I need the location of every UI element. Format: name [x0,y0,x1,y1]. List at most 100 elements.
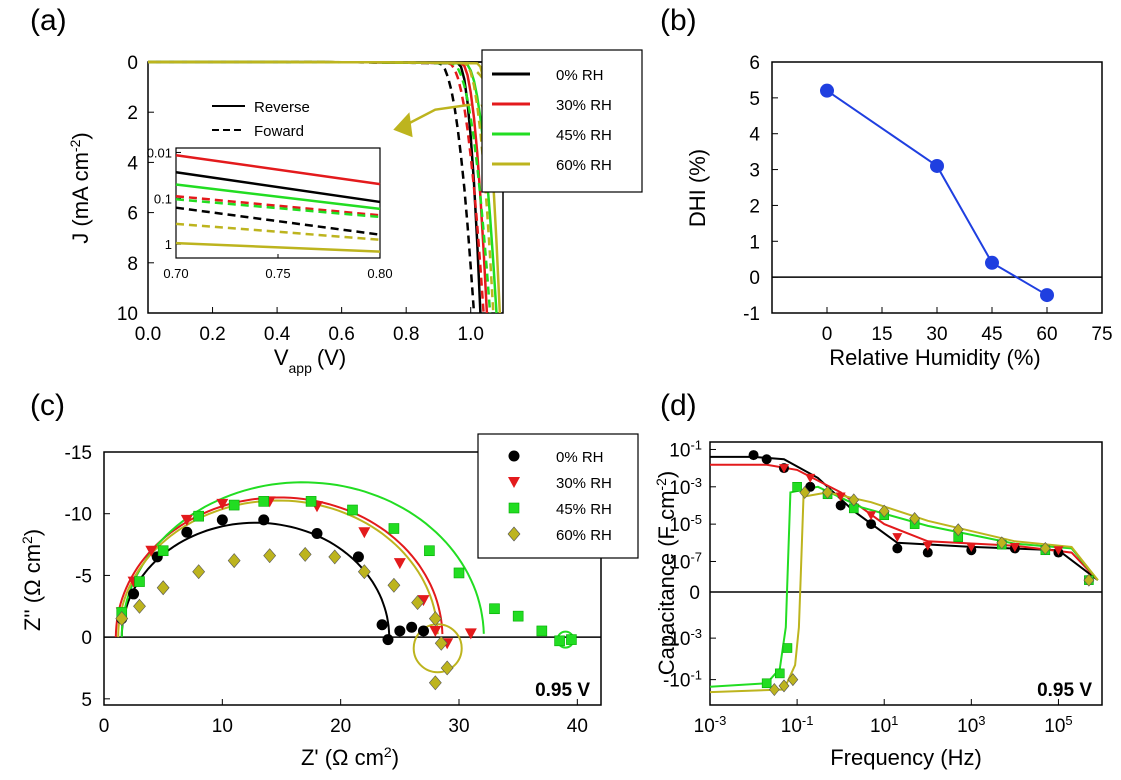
data-point-3 [428,675,442,691]
y-tick-label: -15 [65,443,92,464]
x-tick-label: 0.2 [199,324,225,345]
y-tick-exp: -3 [690,626,702,641]
y-tick-label: 6 [749,53,760,74]
data-point-1 [835,492,846,502]
data-point-2 [489,603,500,615]
data-point-2 [512,610,524,622]
x-tick-exp: 3 [978,713,985,728]
x-tick-label: 75 [1091,324,1112,345]
fit-group [114,481,575,674]
x-tick-label: 10-1 [781,713,814,738]
y-axis-label-main: J (mA cm [68,152,93,244]
y-tick-base: -10 [663,671,690,692]
data-point-1 [145,545,158,557]
y-axis-label-main: Capacitance (F cm [654,491,679,676]
inset-curve-0 [175,153,381,186]
x-tick-label: 10-3 [694,713,727,738]
x-axis-label-sub: app [289,360,313,376]
y-tick-label: 4 [127,153,138,174]
x-tick-label: 10 [212,716,233,737]
data-point-3 [878,504,890,518]
x-axis-label-main: V [274,345,289,370]
y-tick-label: -10 [65,505,92,526]
jv-curve-7 [148,60,495,314]
data-point-1 [805,473,816,483]
legend-marker [508,502,520,514]
data-point-2 [761,678,772,689]
data-point-3 [428,611,442,627]
legend-label: 45% RH [556,501,612,518]
x-tick-label: 0 [99,716,110,737]
x-tick-exp: 5 [1065,713,1072,728]
x-tick-label: 45 [981,324,1002,345]
data-point-1 [417,595,430,607]
data-point-0 [382,634,394,646]
y-tick-exp: -7 [690,549,702,564]
y-tick-base: 10 [669,440,690,461]
x-axis-label-main: Z' (Ω cm [301,745,384,770]
data-point-0 [128,588,140,600]
inset-curve-4 [175,198,381,219]
y-tick-base: 10 [669,552,690,573]
data-point-3 [263,548,277,564]
y-tick-label: 5 [81,690,92,711]
y-tick-zero: 0 [689,583,700,604]
y-axis-label: J (mA cm-2) [67,132,93,243]
data-point-1 [1009,542,1020,552]
data-point-3 [115,611,129,627]
data-point-1 [866,511,877,521]
data-point-1 [429,625,442,637]
data-point-3 [156,580,170,596]
hysteresis-arrowhead-reverse [393,112,413,138]
x-axis-label: Frequency (Hz) [830,745,982,770]
legend-label: 0% RH [556,449,604,466]
data-point-2 [424,545,435,557]
y-axis-label-sup: -2 [67,139,83,152]
data-point-2 [554,635,565,647]
inset-frame [175,147,381,259]
hysteresis-arrow-reverse [405,103,471,126]
data-point-3 [192,564,206,580]
data-point-3 [387,577,401,593]
inset-curve-1 [175,170,381,204]
y-axis-label-close: ) [654,471,679,478]
x-tick-exp: -1 [802,713,814,728]
legend-label: 60% RH [556,527,612,544]
x-axis-label-close: ) [392,745,399,770]
data-point-0 [406,621,418,633]
data-point-0 [748,450,759,461]
y-tick-base: -10 [663,629,690,650]
x-tick-label: 103 [957,713,985,738]
y-tick-label: -5 [75,566,92,587]
plot-frame [709,441,1103,706]
y-axis-label: DHI (%) [685,149,710,227]
style-legend-reverse: Reverse [254,99,310,116]
y-tick-exp: -3 [690,474,702,489]
y-axis-label: Z'' (Ω cm2) [19,529,45,631]
y-tick-label: 10-5 [669,512,702,537]
data-point-1 [216,498,229,510]
legend-label: 60% RH [556,157,612,174]
x-axis-label-sup: 2 [384,744,392,760]
x-tick-label: 30 [448,716,469,737]
x-tick-label: 1.0 [458,324,484,345]
data-point-3 [778,679,790,693]
data-point-0 [835,500,846,511]
y-tick-label: 2 [749,196,760,217]
dhi-point [1040,288,1054,303]
y-axis-label-main: Z'' (Ω cm [20,544,45,631]
data-point-2 [193,510,204,522]
x-tick-base: 10 [1044,716,1065,737]
x-tick-exp: 1 [891,713,898,728]
dhi-point [820,83,834,98]
y-tick-label: 10-1 [669,437,702,462]
y-tick-label: -10-3 [663,626,702,651]
data-point-3 [768,683,780,696]
x-tick-label: 60 [1036,324,1057,345]
y-axis-label: Capacitance (F cm-2) [653,471,679,675]
fit-line-45 [709,485,1099,688]
data-point-1 [922,541,933,551]
y-tick-label: 10 [117,304,138,325]
